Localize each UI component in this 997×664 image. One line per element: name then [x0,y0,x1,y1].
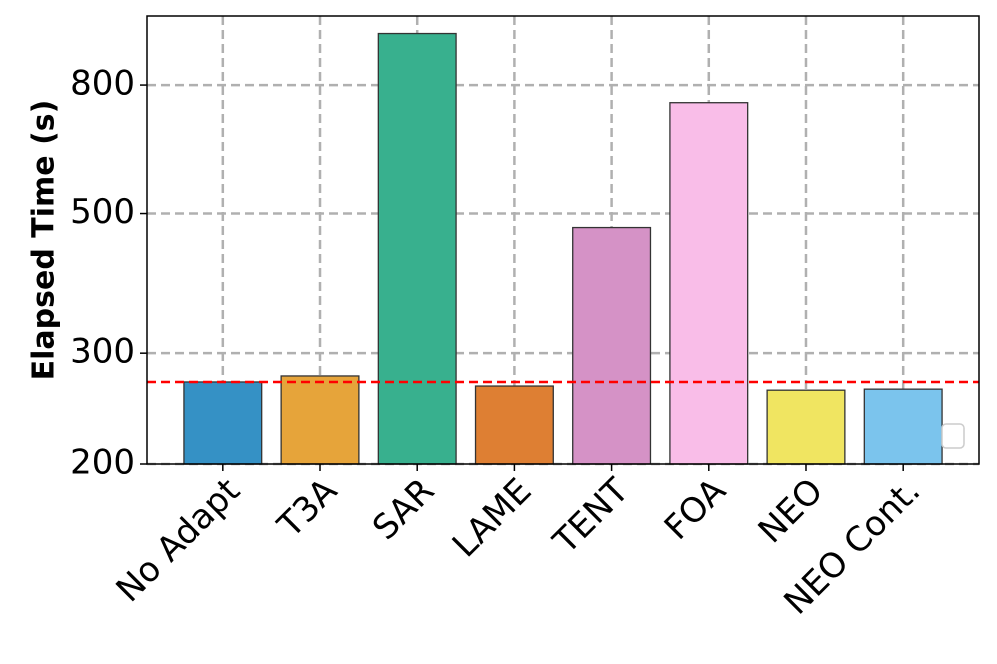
x-tick-label: No Adapt [109,471,248,610]
x-tick-label: NEO [751,471,831,551]
bar [474,385,554,465]
bar [280,375,360,465]
x-tick-label: TENT [545,471,637,563]
bar [377,32,457,465]
x-tick-label: T3A [270,471,345,546]
y-tick-label: 300 [70,332,135,372]
bar [766,389,846,465]
bar [863,388,943,465]
plot-frame [146,15,980,465]
x-tick-label: FOA [657,471,734,548]
bar [669,102,749,465]
y-axis-label: Elapsed Time (s) [27,100,62,381]
y-tick-label: 500 [70,192,135,232]
y-tick-label: 800 [70,64,135,104]
bar [183,381,263,465]
x-tick-label: SAR [365,471,442,548]
legend-box [941,423,965,449]
x-tick-label: LAME [445,471,540,566]
y-tick-label: 200 [70,443,135,483]
bar [572,226,652,465]
